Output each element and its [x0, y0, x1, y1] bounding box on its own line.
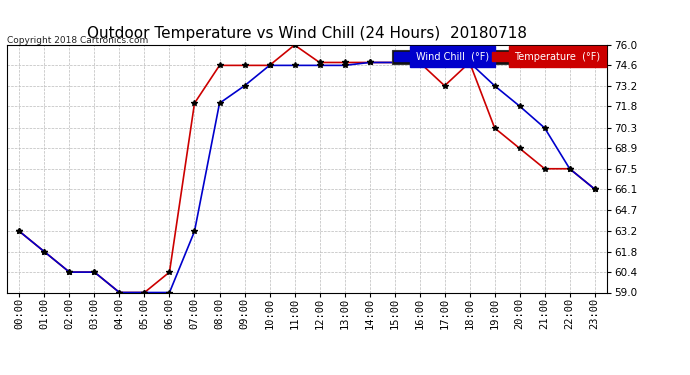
- Legend: Wind Chill  (°F), Temperature  (°F): Wind Chill (°F), Temperature (°F): [391, 50, 602, 64]
- Text: Copyright 2018 Cartronics.com: Copyright 2018 Cartronics.com: [7, 36, 148, 45]
- Title: Outdoor Temperature vs Wind Chill (24 Hours)  20180718: Outdoor Temperature vs Wind Chill (24 Ho…: [87, 26, 527, 41]
